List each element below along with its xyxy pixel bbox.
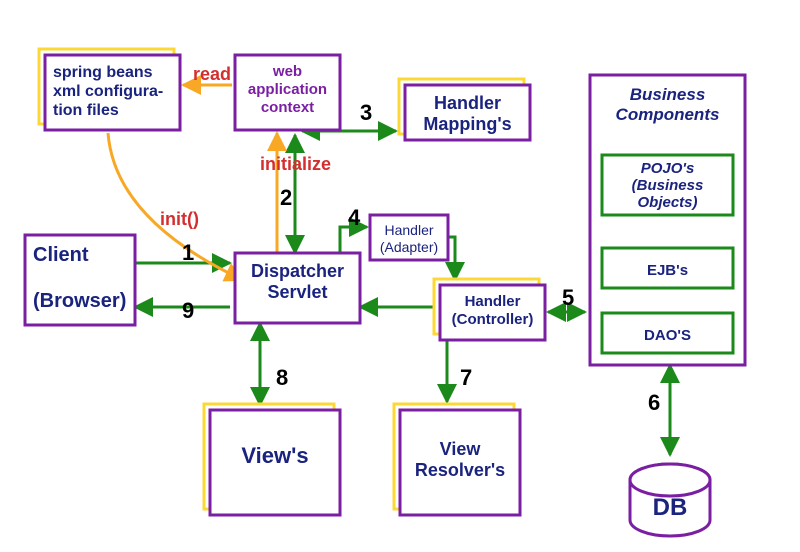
- db-cylinder: DB: [630, 464, 710, 536]
- biz-inner-0-label-1: (Business: [632, 177, 704, 194]
- step-1: 1: [182, 240, 194, 265]
- red-label-1: initialize: [260, 154, 331, 174]
- dispatch-label-0: Dispatcher: [251, 261, 344, 281]
- diagram-canvas: spring beans xml configura-tion files weba…: [0, 0, 800, 552]
- step-2: 2: [280, 185, 292, 210]
- biz-inner-0-label-2: Objects): [637, 194, 697, 211]
- dispatch-label-1: Servlet: [267, 282, 327, 302]
- hctrl-box: Handler(Controller): [434, 279, 545, 340]
- client-label-0: Client: [33, 244, 89, 266]
- step-3: 3: [360, 100, 372, 125]
- hmap-label-0: Handler: [434, 93, 501, 113]
- hadapter-label-0: Handler: [384, 222, 433, 238]
- red-label-2: init(): [160, 209, 199, 229]
- hctrl-label-1: (Controller): [452, 311, 534, 328]
- wac-label-1: application: [248, 81, 327, 98]
- biz-title-1: Business: [630, 85, 706, 104]
- spring-label-2: tion files: [53, 102, 119, 119]
- step-9: 9: [182, 298, 194, 323]
- biz-inner-2-label-0: DAO'S: [644, 327, 691, 344]
- spring-label-1: xml configura-: [53, 83, 163, 100]
- hmap-label-1: Mapping's: [423, 114, 511, 134]
- step-7: 7: [460, 365, 472, 390]
- step-5: 5: [562, 285, 574, 310]
- red-label-0: read: [193, 64, 231, 84]
- spring-label-0: spring beans: [53, 64, 153, 81]
- spring-box: spring beans xml configura-tion files: [39, 49, 180, 130]
- flow-arrow-3: [340, 227, 367, 254]
- client-box: Client (Browser): [25, 235, 135, 325]
- views-box: View's: [204, 404, 340, 515]
- vresolv-label-2: Resolver's: [415, 460, 505, 480]
- biz-inner-0-label-0: POJO's: [641, 160, 695, 177]
- biz-box: BusinessComponents POJO's(BusinessObjects…: [590, 75, 745, 365]
- dispatch-box: DispatcherServlet: [235, 253, 360, 323]
- hmap-box: HandlerMapping's: [399, 79, 530, 140]
- hctrl-label-0: Handler: [465, 293, 521, 310]
- hadapter-box: Handler(Adapter): [370, 215, 448, 260]
- vresolv-box: ViewResolver's: [394, 404, 520, 515]
- step-4: 4: [348, 205, 361, 230]
- db-label: DB: [653, 494, 688, 521]
- wac-box: webapplicationcontext: [235, 55, 340, 130]
- wac-label-0: web: [272, 63, 302, 80]
- hadapter-label-1: (Adapter): [380, 239, 438, 255]
- views-label-1: View's: [241, 443, 308, 468]
- client-label-2: (Browser): [33, 290, 126, 312]
- wac-label-2: context: [261, 99, 314, 116]
- vresolv-label-1: View: [440, 439, 482, 459]
- biz-title-2: Components: [616, 105, 720, 124]
- biz-inner-1-label-0: EJB's: [647, 262, 688, 279]
- step-6: 6: [648, 390, 660, 415]
- step-8: 8: [276, 365, 288, 390]
